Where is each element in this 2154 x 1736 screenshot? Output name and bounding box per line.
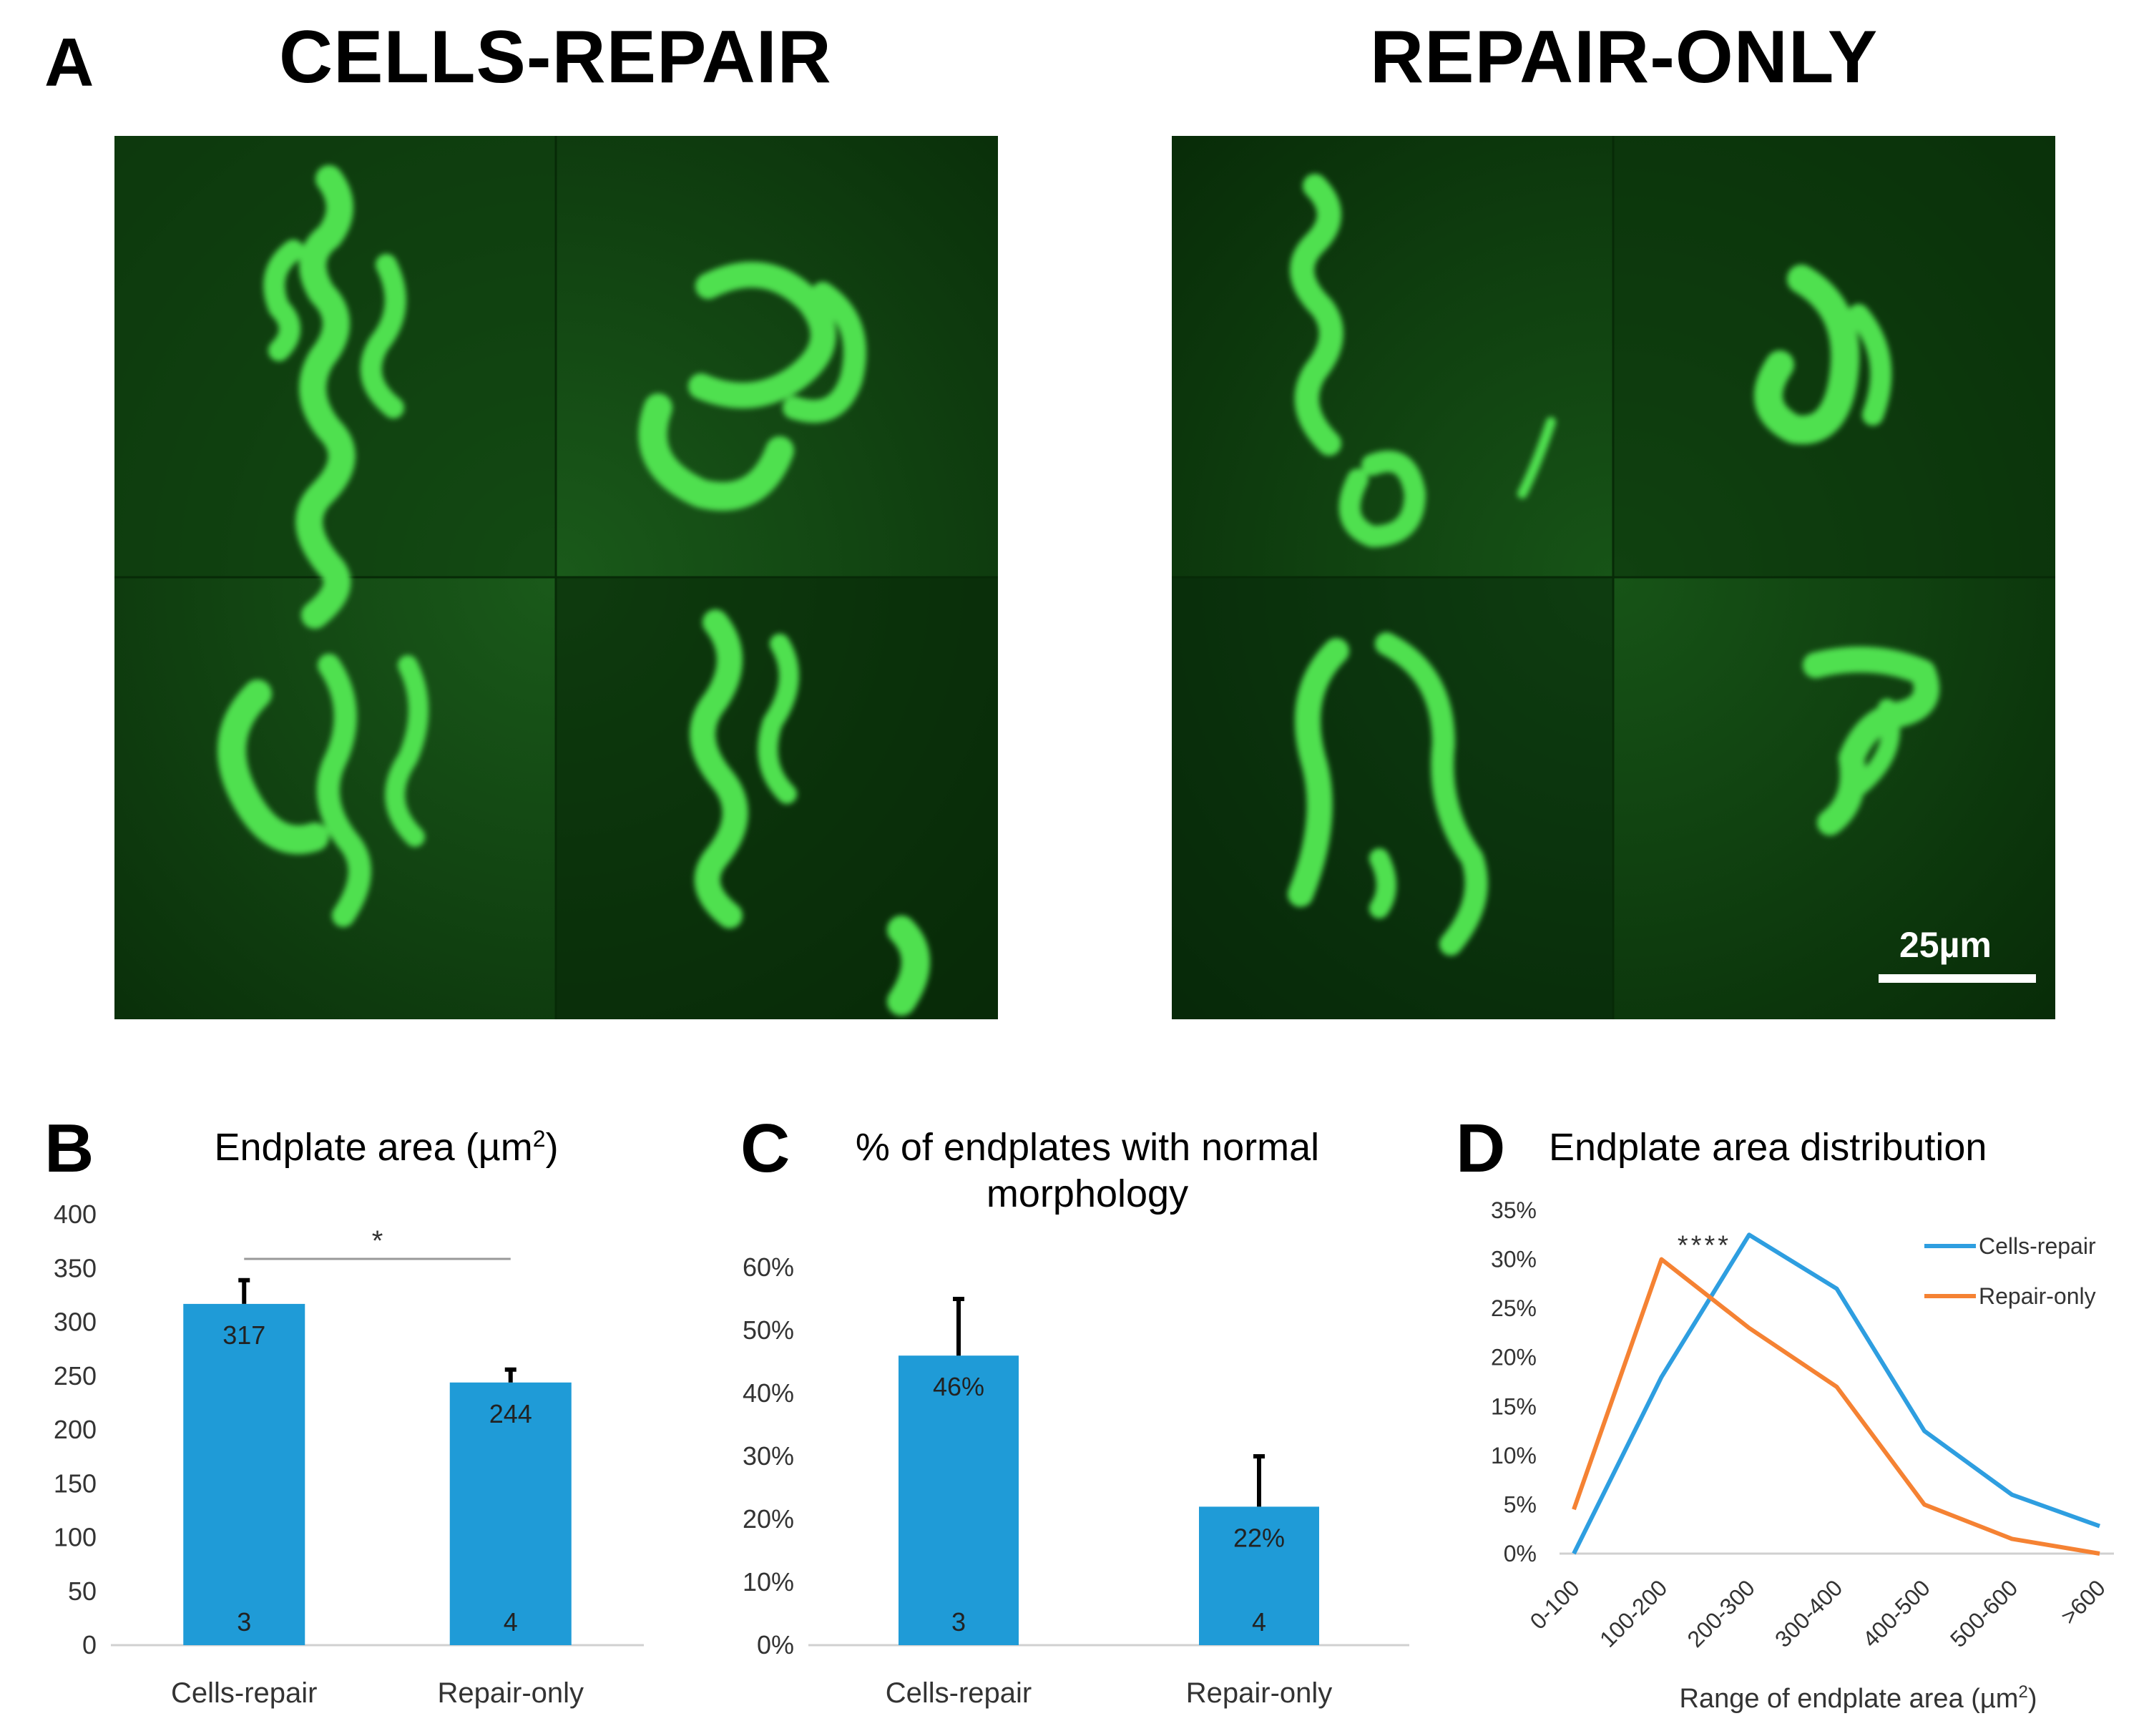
panel-c-letter: C bbox=[740, 1110, 790, 1187]
panel-b-letter: B bbox=[44, 1110, 94, 1187]
chart-b-ytick-label: 0 bbox=[82, 1630, 97, 1659]
chart-d-ytick-label: 10% bbox=[1491, 1443, 1537, 1468]
chart-d-svg: 0% 5% 10% 15% 20% 25% 30% 35% 0-100 100-200 200-30… bbox=[1491, 1197, 2114, 1714]
chart-b-ytick-label: 200 bbox=[54, 1415, 97, 1444]
group-title-repair-only: REPAIR-ONLY bbox=[1370, 16, 1879, 99]
panel-d-letter: D bbox=[1456, 1110, 1506, 1187]
chart-c-ytick-label: 50% bbox=[743, 1315, 794, 1345]
chart-d-title: Endplate area distribution bbox=[1549, 1126, 1987, 1169]
chart-c-ytick-label: 40% bbox=[743, 1378, 794, 1408]
chart-b-ytick-label: 300 bbox=[54, 1308, 97, 1337]
chart-d-x-axis-title-text: Range of endplate area (µm bbox=[1680, 1684, 2019, 1714]
chart-d-ytick-label: 25% bbox=[1491, 1295, 1537, 1321]
chart-c-title-line2: morphology bbox=[986, 1172, 1189, 1215]
chart-d-category-label: >600 bbox=[2056, 1574, 2110, 1629]
chart-d-ytick-label: 0% bbox=[1504, 1541, 1537, 1566]
chart-d-category-label: 200-300 bbox=[1682, 1574, 1759, 1652]
chart-b-n-label: 3 bbox=[237, 1607, 251, 1637]
chart-c-svg: 0% 10% 20% 30% 40% 50% 60% 46% 3 Cells-repair 22% 4… bbox=[743, 1252, 1409, 1709]
chart-c-title-line1: % of endplates with normal bbox=[855, 1126, 1320, 1169]
micrograph-repair-only bbox=[1172, 136, 2055, 1019]
micrograph-cells-repair bbox=[114, 136, 998, 1019]
chart-c-value-label: 46% bbox=[933, 1372, 984, 1401]
chart-b-title-sup: 2 bbox=[532, 1126, 546, 1152]
chart-d-x-axis-title-sup: 2 bbox=[2018, 1682, 2027, 1702]
chart-c-category-label: Repair-only bbox=[1186, 1677, 1333, 1709]
chart-b: 0 50 100 150 200 250 300 350 400 317 3 Cells-repair… bbox=[0, 1187, 672, 1731]
chart-b-ytick-label: 400 bbox=[54, 1200, 97, 1229]
chart-c-category-label: Cells-repair bbox=[886, 1677, 1032, 1709]
chart-c: 0% 10% 20% 30% 40% 50% 60% 46% 3 Cells-repair 22% 4… bbox=[715, 1245, 1416, 1731]
chart-c-ytick-label: 0% bbox=[757, 1630, 794, 1659]
chart-b-category-label: Repair-only bbox=[437, 1677, 584, 1709]
chart-d-ytick-label: 35% bbox=[1491, 1197, 1537, 1223]
chart-c-ytick-label: 60% bbox=[743, 1252, 794, 1282]
chart-d-legend-label: Cells-repair bbox=[1979, 1233, 2096, 1259]
chart-c-ytick-label: 10% bbox=[743, 1567, 794, 1597]
chart-b-significance-label: * bbox=[372, 1225, 383, 1257]
chart-d-ytick-label: 20% bbox=[1491, 1345, 1537, 1370]
chart-d-legend-label: Repair-only bbox=[1979, 1283, 2096, 1309]
chart-d-series-line-1 bbox=[1572, 1257, 2100, 1556]
chart-b-ytick-label: 250 bbox=[54, 1361, 97, 1391]
chart-d-category-label: 100-200 bbox=[1595, 1574, 1672, 1652]
chart-d-category-label: 300-400 bbox=[1770, 1574, 1847, 1652]
chart-b-n-label: 4 bbox=[504, 1607, 518, 1637]
chart-d-ytick-label: 15% bbox=[1491, 1393, 1537, 1419]
chart-c-n-label: 3 bbox=[951, 1607, 966, 1637]
chart-c-title: % of endplates with normal morphology bbox=[816, 1124, 1359, 1217]
chart-d-ytick-label: 5% bbox=[1504, 1491, 1537, 1517]
scale-bar-label: 25µm bbox=[1899, 925, 1992, 965]
chart-d-significance-label: **** bbox=[1678, 1231, 1731, 1261]
chart-b-value-label: 244 bbox=[489, 1399, 532, 1428]
scale-bar bbox=[1879, 974, 2036, 983]
chart-b-bar bbox=[449, 1382, 572, 1645]
chart-b-ytick-label: 100 bbox=[54, 1523, 97, 1552]
chart-b-svg: 0 50 100 150 200 250 300 350 400 317 3 Cells-repair… bbox=[54, 1200, 644, 1709]
chart-b-ytick-label: 150 bbox=[54, 1468, 97, 1498]
chart-c-n-label: 4 bbox=[1252, 1607, 1266, 1637]
chart-d-category-label: 400-500 bbox=[1857, 1574, 1934, 1652]
chart-b-category-label: Cells-repair bbox=[171, 1677, 318, 1709]
chart-b-title: Endplate area (µm2) bbox=[172, 1124, 601, 1171]
chart-d-x-axis-title: Range of endplate area (µm2) bbox=[1680, 1682, 2037, 1714]
chart-b-value-label: 317 bbox=[222, 1320, 265, 1350]
chart-b-bar bbox=[183, 1303, 305, 1645]
chart-d-category-label: 0-100 bbox=[1525, 1574, 1585, 1634]
chart-d-ytick-label: 30% bbox=[1491, 1247, 1537, 1272]
chart-d: 0% 5% 10% 15% 20% 25% 30% 35% 0-100 100-200 200-30… bbox=[1424, 1187, 2146, 1731]
chart-b-title-text: Endplate area (µm bbox=[214, 1126, 533, 1169]
chart-c-ytick-label: 20% bbox=[743, 1504, 794, 1534]
chart-b-ytick-label: 50 bbox=[68, 1576, 97, 1606]
chart-c-bar bbox=[899, 1355, 1019, 1645]
chart-d-category-label: 500-600 bbox=[1945, 1574, 2022, 1652]
chart-d-series-line-0 bbox=[1572, 1232, 2101, 1555]
group-title-cells-repair: CELLS-REPAIR bbox=[279, 16, 832, 99]
chart-c-ytick-label: 30% bbox=[743, 1441, 794, 1471]
chart-c-bar bbox=[1199, 1506, 1319, 1645]
panel-a-letter: A bbox=[44, 24, 94, 101]
chart-b-title-close: ) bbox=[545, 1126, 559, 1169]
chart-c-value-label: 22% bbox=[1233, 1523, 1285, 1552]
chart-b-ytick-label: 350 bbox=[54, 1253, 97, 1283]
chart-d-x-axis-title-close: ) bbox=[2028, 1684, 2037, 1714]
